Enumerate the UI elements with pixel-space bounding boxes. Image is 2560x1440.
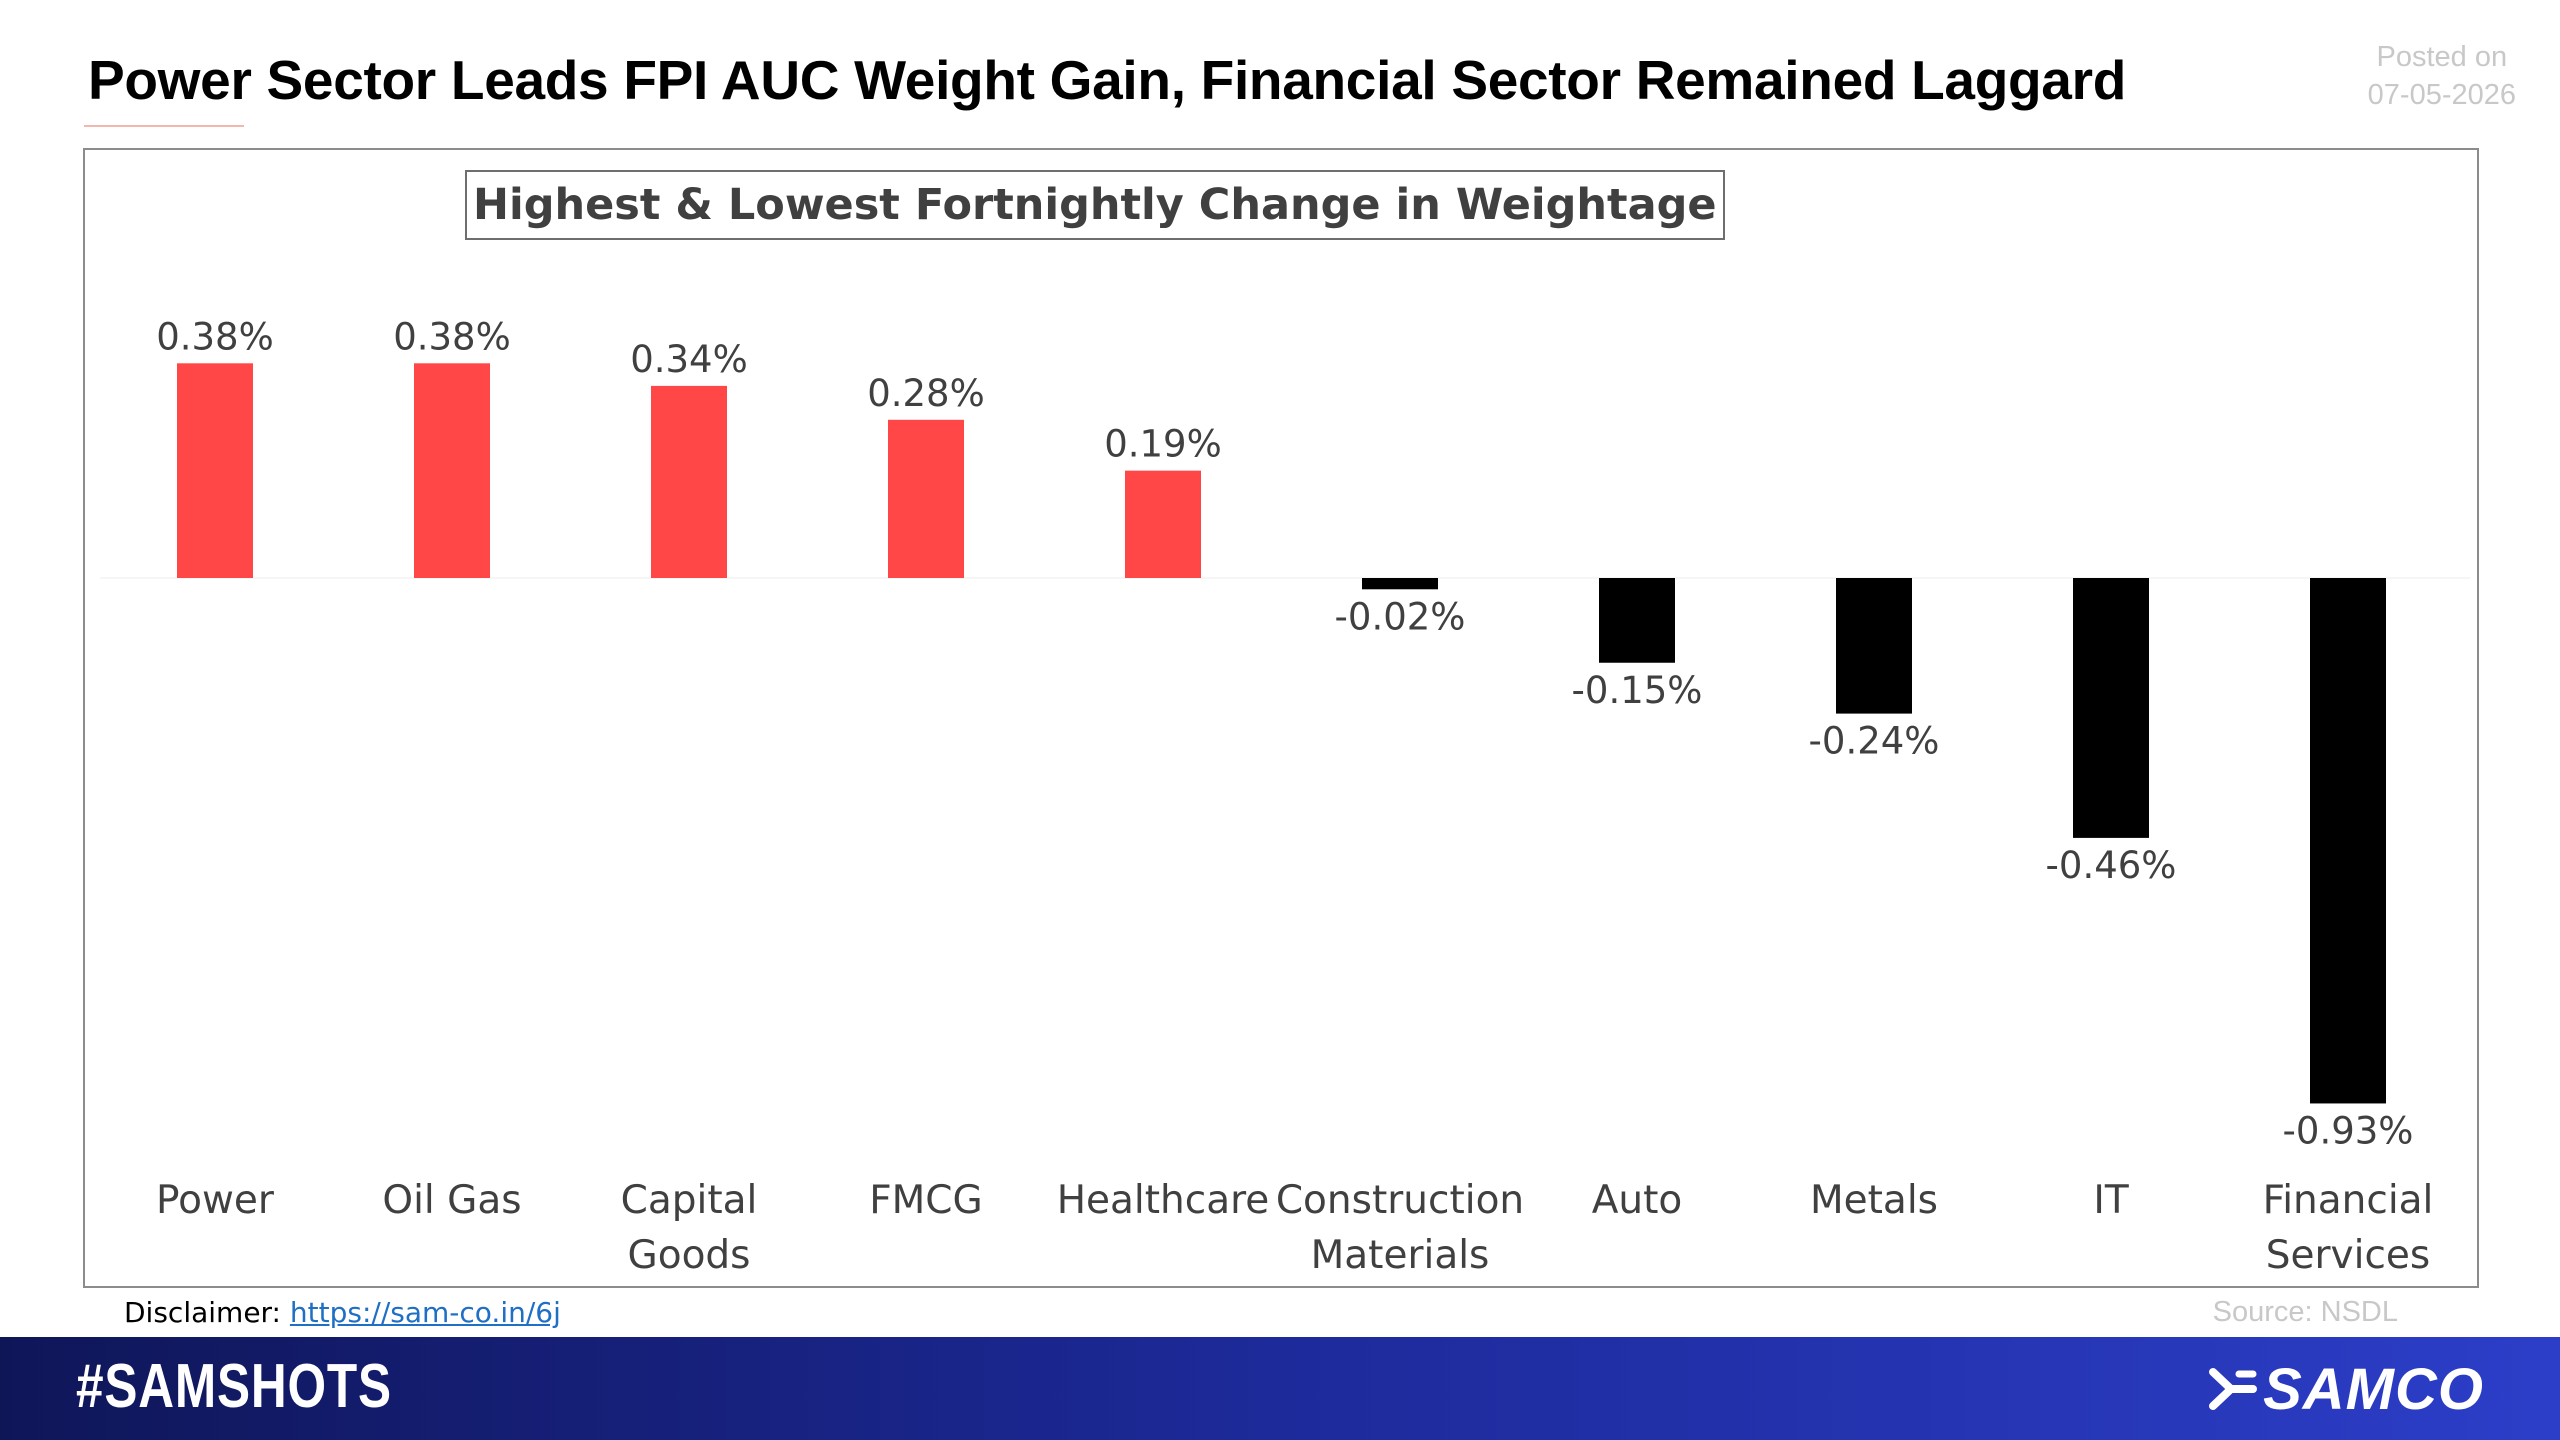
data-label-5: -0.02%: [1335, 595, 1466, 638]
disclaimer-label: Disclaimer:: [124, 1296, 281, 1329]
bar-8: [2073, 578, 2149, 838]
data-label-7: -0.24%: [1809, 720, 1940, 763]
hashtag: #SAMSHOTS: [76, 1352, 392, 1421]
data-label-0: 0.38%: [156, 315, 274, 358]
brand-name: SAMCO: [2263, 1356, 2484, 1422]
category-label-8-0: IT: [2093, 1178, 2129, 1223]
data-label-2: 0.34%: [630, 338, 748, 381]
page-title: Power Sector Leads FPI AUC Weight Gain, …: [88, 49, 2126, 111]
bar-6: [1599, 578, 1675, 663]
bar-1: [414, 363, 490, 578]
category-label-7-0: Metals: [1810, 1178, 1938, 1223]
bar-5: [1362, 578, 1438, 590]
disclaimer: Disclaimer: https://sam-co.in/6j: [124, 1296, 561, 1329]
data-label-4: 0.19%: [1104, 423, 1222, 466]
chart-frame: [83, 148, 2479, 1288]
category-label-9-1: Services: [2266, 1233, 2430, 1278]
posted-date: Posted on 07-05-2026: [2368, 38, 2516, 114]
category-label-5-0: Construction: [1276, 1178, 1524, 1223]
category-label-3-0: FMCG: [869, 1178, 983, 1223]
title-underline: [84, 125, 244, 127]
category-label-9-0: Financial: [2263, 1178, 2434, 1223]
category-label-1-0: Oil Gas: [382, 1178, 521, 1223]
category-label-2-1: Goods: [627, 1233, 750, 1278]
posted-value: 07-05-2026: [2367, 79, 2516, 111]
bar-3: [888, 419, 964, 578]
source-note: Source: NSDL: [2212, 1296, 2398, 1328]
category-label-6-0: Auto: [1592, 1178, 1683, 1223]
footer-banner: #SAMSHOTS SAMCO: [0, 1337, 2560, 1440]
bar-7: [1836, 578, 1912, 714]
data-label-1: 0.38%: [393, 315, 511, 358]
category-label-4-0: Healthcare: [1057, 1178, 1270, 1223]
samco-logo-icon: [2209, 1368, 2258, 1410]
data-label-6: -0.15%: [1572, 669, 1703, 712]
chart-title: Highest & Lowest Fortnightly Change in W…: [465, 170, 1725, 240]
bar-4: [1125, 470, 1201, 578]
bar-9: [2310, 578, 2386, 1104]
disclaimer-link[interactable]: https://sam-co.in/6j: [289, 1296, 561, 1329]
brand-logo: SAMCO: [2209, 1357, 2484, 1422]
bar-2: [651, 385, 727, 578]
category-label-2-0: Capital: [621, 1178, 758, 1223]
data-label-9: -0.93%: [2283, 1109, 2414, 1152]
posted-label: Posted on: [2376, 41, 2508, 73]
category-label-5-1: Materials: [1311, 1233, 1490, 1278]
category-label-0-0: Power: [156, 1178, 275, 1223]
data-label-3: 0.28%: [867, 372, 985, 415]
bar-0: [177, 363, 253, 578]
data-label-8: -0.46%: [2046, 844, 2177, 887]
